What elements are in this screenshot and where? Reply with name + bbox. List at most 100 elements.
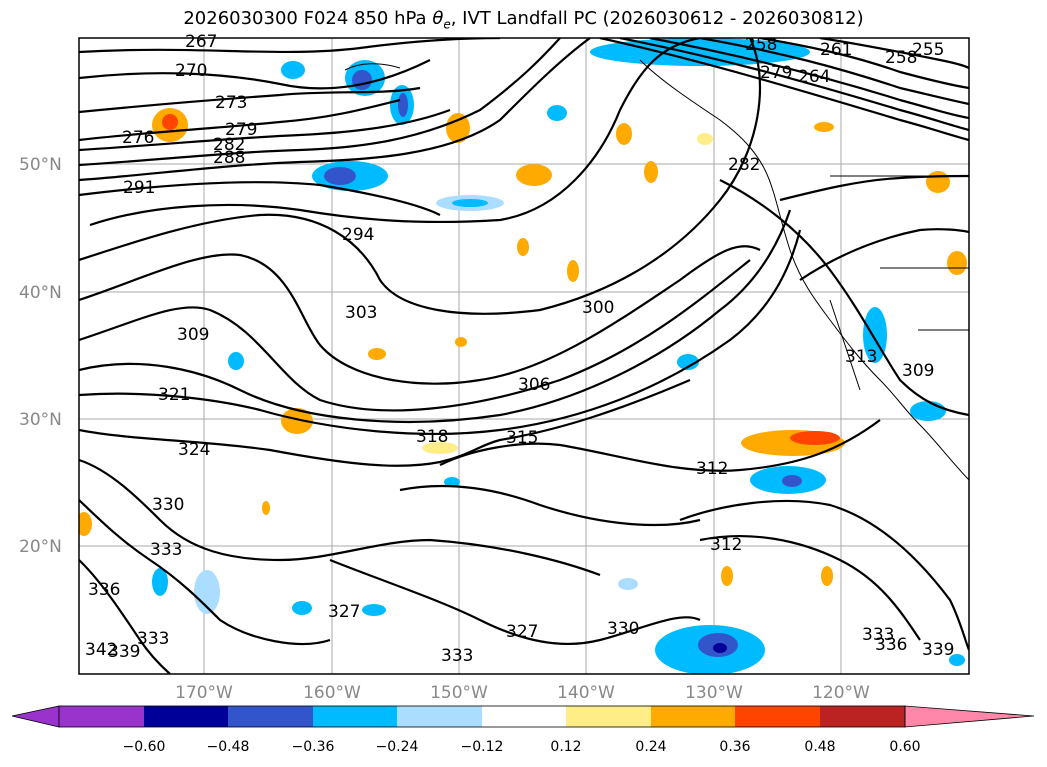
contour-label: 315 (506, 428, 538, 448)
pc-patch-positive (516, 164, 552, 186)
contour-label: 333 (441, 646, 473, 666)
pc-patch-positive (616, 123, 632, 145)
pc-patch-negative (444, 477, 460, 487)
colorbar-tick: −0.12 (461, 739, 504, 755)
colorbar-segment (820, 706, 905, 727)
pc-patch-positive (821, 566, 833, 586)
contour-label: 312 (696, 459, 728, 479)
colorbar-tick: 0.24 (635, 739, 666, 755)
pc-patch-weak-negative (194, 570, 220, 614)
pc-patch-positive (446, 113, 470, 143)
colorbar-tick: 0.12 (550, 739, 581, 755)
pc-patch-positive (721, 566, 733, 586)
lon-label-130w: 130°W (685, 683, 743, 703)
lon-label-170w: 170°W (175, 683, 233, 703)
contour-label: 327 (506, 622, 538, 642)
contour-label: 300 (582, 298, 614, 318)
colorbar-segment (482, 706, 566, 727)
colorbar-segment (313, 706, 397, 727)
pc-patch-positive-core (162, 114, 178, 130)
contour-label: 270 (175, 61, 207, 81)
pc-patch-positive (926, 171, 950, 193)
contour-line-north (819, 38, 969, 69)
contour-label: 306 (518, 375, 550, 395)
contour-label: 333 (862, 625, 894, 645)
contour-label: 279 (760, 63, 792, 83)
contour-line (79, 108, 451, 152)
contour-line (79, 38, 762, 315)
colorbar-segment (651, 706, 735, 727)
contour-label: 294 (342, 225, 374, 245)
contour-label: 258 (745, 35, 777, 55)
lon-label-150w: 150°W (430, 683, 488, 703)
colorbar: −0.60 −0.48 −0.36 −0.24 −0.12 0.12 0.24 … (11, 705, 1035, 755)
colorbar-tick: 0.36 (719, 739, 750, 755)
contour-label: 264 (798, 67, 830, 87)
pc-patch-negative (547, 105, 567, 121)
baja-california-coastline (829, 299, 861, 391)
pc-patch-negative-core (324, 167, 356, 185)
contour-label: 321 (158, 385, 190, 405)
pc-patch-negative (281, 61, 305, 79)
contour-line-north (699, 38, 969, 106)
pc-patch-positive (814, 122, 834, 132)
colorbar-tick: −0.24 (376, 739, 419, 755)
contour-label: 291 (123, 178, 155, 198)
contour-label: 336 (875, 635, 907, 655)
contour-label: 333 (137, 629, 169, 649)
contour-line (79, 59, 431, 90)
colorbar-tick: 0.60 (889, 739, 920, 755)
pc-patch-positive (79, 512, 92, 536)
pc-patch-negative-core (352, 70, 372, 90)
colorbar-tick: 0.48 (804, 739, 835, 755)
pc-patch-negative-core (782, 475, 802, 487)
contour-label: 330 (152, 495, 184, 515)
contour-line (79, 38, 591, 182)
map-frame (78, 37, 970, 675)
lat-label-20n: 20°N (19, 537, 62, 557)
colorbar-tick: −0.36 (292, 739, 335, 755)
contour-label: 288 (213, 148, 245, 168)
contour-label: 313 (845, 347, 877, 367)
lon-label-160w: 160°W (303, 683, 361, 703)
contour-label: 261 (820, 40, 852, 60)
pc-patch-weak-positive (422, 442, 458, 454)
contour-line (79, 38, 501, 54)
pc-patch-negative (949, 654, 965, 666)
contour-line (679, 499, 969, 651)
colorbar-segment (144, 706, 228, 727)
contour-line (79, 559, 171, 674)
pc-patch-strong-negative-core (713, 643, 727, 653)
pc-patch-negative (228, 352, 244, 370)
contour-label: 312 (710, 535, 742, 555)
map-title: 2026030300 F024 850 hPa θe, IVT Landfall… (0, 8, 1047, 32)
coastlines (344, 59, 969, 481)
contour-label: 327 (328, 602, 360, 622)
pc-patch-negative (152, 568, 168, 596)
lat-label-40n: 40°N (19, 283, 62, 303)
contour-label: 276 (122, 128, 154, 148)
pc-patch-weak-positive (697, 133, 713, 145)
colorbar-segment (397, 706, 482, 727)
pc-patch-positive (262, 501, 270, 515)
lat-label-50n: 50°N (19, 155, 62, 175)
colorbar-frame (58, 705, 906, 728)
contour-line-coast (799, 228, 969, 281)
title-theta-symbol: θ (432, 8, 444, 29)
contour-labels: 267 270 273 276 279 282 288 291 294 303 … (85, 32, 954, 666)
pc-patch-positive (947, 251, 967, 275)
contour-line (79, 209, 792, 423)
pc-patch-positive (455, 337, 467, 347)
map-background (79, 38, 969, 674)
contour-line-north (649, 38, 969, 120)
map-content (79, 38, 969, 674)
colorbar-extend-low (11, 705, 60, 728)
pc-patch-weak-negative (618, 578, 638, 590)
pc-patch-negative-north (590, 38, 810, 66)
pc-patch-positive (281, 408, 313, 434)
contour-label: 282 (728, 155, 760, 175)
contour-line (79, 98, 401, 142)
contour-line (399, 484, 701, 527)
contour-line (699, 535, 921, 641)
